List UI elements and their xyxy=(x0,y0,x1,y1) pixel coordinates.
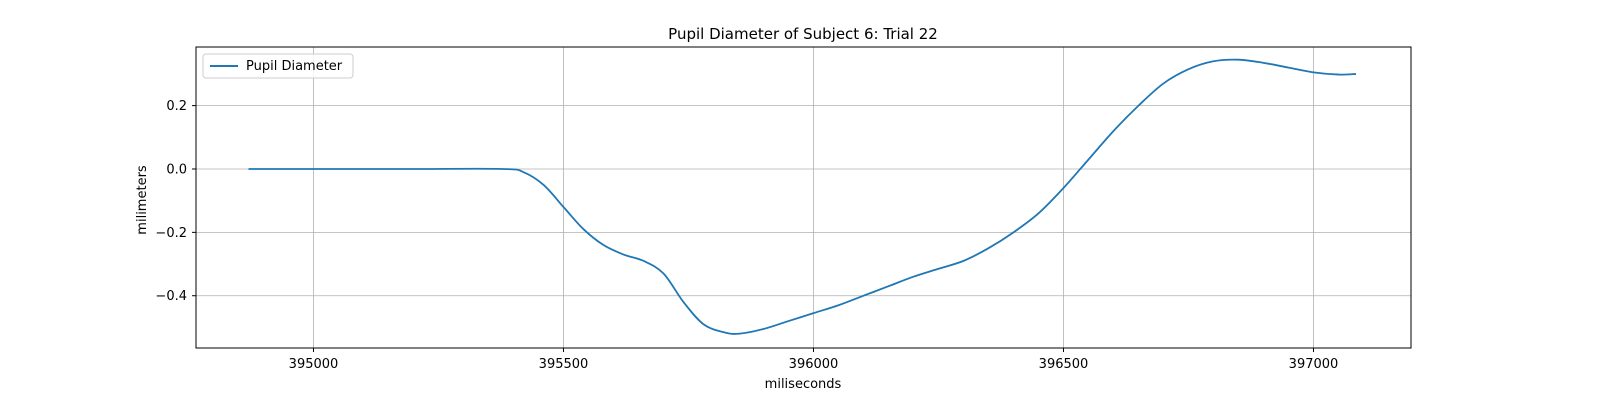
y-tick-label: −0.4 xyxy=(155,289,187,304)
x-axis-label: miliseconds xyxy=(765,377,842,392)
x-ticks: 395000 395500 396000 396500 397000 xyxy=(289,348,1339,372)
legend: Pupil Diameter xyxy=(202,53,354,79)
chart-title: Pupil Diameter of Subject 6: Trial 22 xyxy=(668,25,938,43)
y-tick-label: 0.0 xyxy=(166,162,187,177)
legend-box xyxy=(202,53,354,79)
x-tick-label: 396500 xyxy=(1039,357,1089,372)
plot-area-frame xyxy=(195,46,1412,349)
x-tick-label: 397000 xyxy=(1289,357,1339,372)
series-line-pupil-diameter xyxy=(248,58,1357,335)
legend-label: Pupil Diameter xyxy=(246,59,343,74)
x-tick-label: 396000 xyxy=(789,357,839,372)
grid-lines xyxy=(196,47,1411,348)
x-tick-label: 395000 xyxy=(289,357,339,372)
x-tick-label: 395500 xyxy=(539,357,589,372)
y-tick-label: −0.2 xyxy=(155,226,187,241)
y-tick-label: 0.2 xyxy=(166,99,187,114)
plot-series xyxy=(248,58,1357,335)
y-axis-label: milimeters xyxy=(135,165,150,235)
y-ticks: −0.4 −0.2 0.0 0.2 xyxy=(155,99,196,304)
